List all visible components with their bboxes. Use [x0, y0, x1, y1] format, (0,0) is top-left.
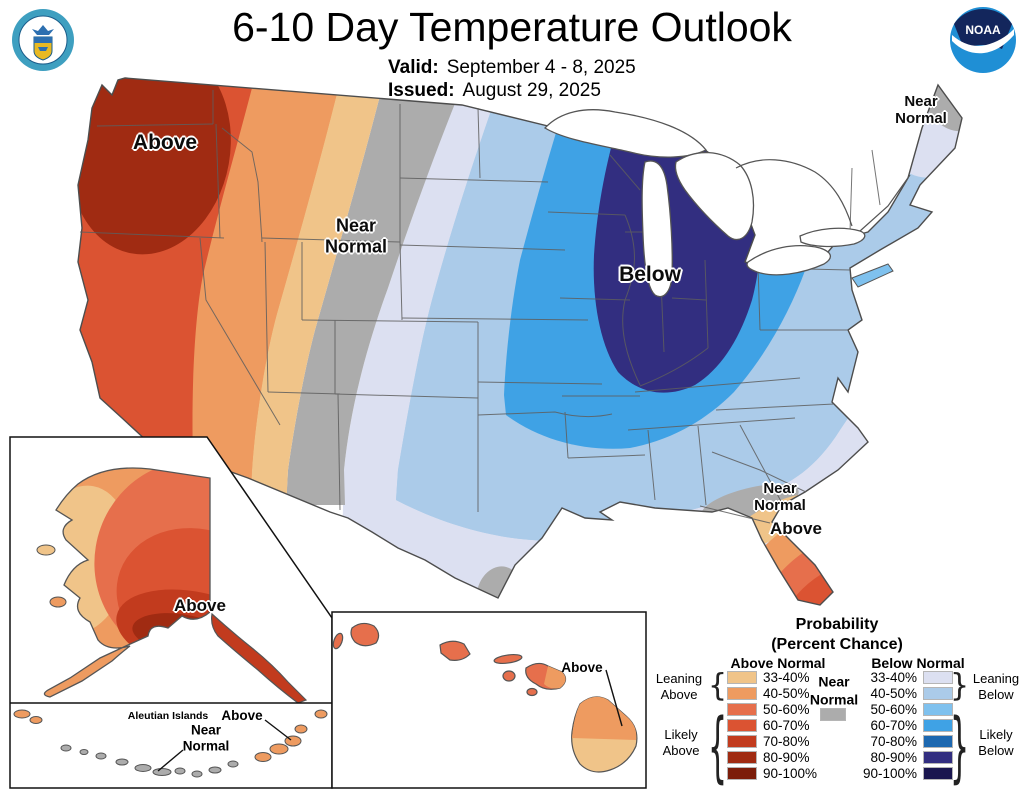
legend-row-below-90-100: 90-100%	[859, 766, 953, 781]
brace-leaning-below: }	[950, 667, 970, 704]
label-aleutian-near-normal: Near Normal	[182, 722, 230, 753]
swatch-above-50-60	[727, 702, 757, 716]
noaa-gull	[952, 29, 1014, 54]
swatch-above-60-70	[727, 718, 757, 732]
hi-oahu	[439, 640, 471, 661]
label-midwest-below: Below	[619, 262, 681, 286]
swatch-above-70-80	[727, 734, 757, 748]
hawaii-islands	[332, 622, 638, 773]
legend: Probability (Percent Chance) Above Norma…	[650, 612, 1024, 791]
hawaii-above-pointer	[605, 669, 623, 727]
canada-outline	[735, 159, 911, 232]
legend-row-below-80-90: 80-90%	[859, 750, 953, 765]
us-outline	[77, 77, 963, 606]
legend-below-header: Below Normal	[871, 655, 965, 671]
band-near-normal	[286, 78, 478, 505]
state-borders	[79, 90, 881, 524]
swatch-below-50-60	[923, 702, 953, 716]
header: 6-10 Day Temperature Outlook	[0, 4, 1024, 51]
legend-row-below-40-50: 40-50%	[859, 686, 953, 701]
legend-title-line1: Probability	[795, 616, 879, 633]
ak-island-1	[36, 544, 56, 556]
legend-row-below-60-70: 60-70%	[859, 718, 953, 733]
swatch-below-40-50	[923, 686, 953, 700]
legend-leaning-below: Leaning Below	[972, 670, 1020, 702]
brace-likely-above: {	[708, 704, 728, 791]
hi-kahoolawe	[526, 687, 538, 697]
label-plains-near-normal: Near Normal	[324, 215, 388, 256]
label-alaska-above: Above	[174, 596, 226, 616]
valid-label: Valid:	[388, 57, 439, 78]
noaa-logo-text: NOAA	[965, 23, 1001, 37]
legend-row-above-50-60: 50-60%	[727, 702, 810, 717]
hi-molokai	[493, 653, 523, 665]
legend-row-above-60-70: 60-70%	[727, 718, 810, 733]
legend-row-above-40-50: 40-50%	[727, 686, 810, 701]
lake-michigan	[641, 160, 673, 298]
page-title: 6-10 Day Temperature Outlook	[232, 4, 792, 50]
brace-likely-below: }	[950, 704, 970, 791]
alaska-panhandle	[211, 612, 308, 704]
swatch-near-normal	[820, 708, 846, 721]
brace-leaning-above: {	[708, 667, 728, 704]
swatch-below-90-100	[923, 766, 953, 780]
legend-leaning-above: Leaning Above	[655, 670, 703, 702]
aleutian-above-pointer	[264, 719, 292, 741]
legend-row-below-33-40: 33-40%	[859, 670, 953, 685]
issued-value: August 29, 2025	[462, 80, 601, 101]
noaa-logo: NOAA	[950, 7, 1016, 73]
label-florida-above: Above	[770, 519, 822, 539]
hi-maui-east	[544, 666, 566, 689]
legend-title-line2: (Percent Chance)	[771, 636, 903, 653]
hi-big-island-north	[572, 696, 637, 740]
label-hawaii-above: Above	[561, 660, 603, 676]
lake-huron	[674, 151, 755, 241]
ak-island-2	[49, 596, 67, 608]
swatch-below-60-70	[923, 718, 953, 732]
swatch-above-40-50	[727, 686, 757, 700]
label-northeast-near-normal: Near Normal	[895, 92, 947, 127]
valid-line: Valid: September 4 - 8, 2025	[388, 57, 636, 79]
label-florida-near-normal: Near Normal	[754, 479, 806, 514]
label-northwest-above: Above	[132, 130, 198, 154]
aleutian-near-pointer	[157, 749, 184, 772]
noaa-logo-top	[954, 9, 1012, 49]
swatch-above-80-90	[727, 750, 757, 764]
swatch-above-33-40	[727, 670, 757, 684]
label-aleutian-islands: Aleutian Islands	[127, 709, 209, 722]
legend-row-below-50-60: 50-60%	[859, 702, 953, 717]
lake-erie	[746, 245, 831, 276]
legend-row-above-90-100: 90-100%	[727, 766, 817, 781]
legend-above-header: Above Normal	[730, 655, 826, 671]
swatch-below-70-80	[923, 734, 953, 748]
legend-row-above-70-80: 70-80%	[727, 734, 810, 749]
legend-row-above-33-40: 33-40%	[727, 670, 810, 685]
aleutian-islands-group	[13, 709, 328, 778]
lake-ontario	[799, 227, 866, 248]
legend-row-below-70-80: 70-80%	[859, 734, 953, 749]
swatch-below-80-90	[923, 750, 953, 764]
long-island	[851, 263, 894, 288]
commerce-eagle	[32, 25, 54, 35]
issued-label: Issued:	[388, 80, 455, 101]
great-lakes	[543, 109, 866, 298]
legend-row-above-80-90: 80-90%	[727, 750, 810, 765]
swatch-above-90-100	[727, 766, 757, 780]
legend-likely-above: Likely Above	[662, 726, 700, 758]
lake-superior	[543, 109, 708, 158]
hi-lanai	[502, 670, 516, 682]
alaska-outline	[43, 467, 211, 698]
commerce-seal-logo: DEPARTMENT OF COMMERCE - UNITED STATES O…	[12, 9, 74, 71]
hi-kauai	[350, 622, 380, 647]
legend-likely-below: Likely Below	[978, 726, 1014, 758]
legend-near-normal-label: Near Normal	[809, 673, 859, 708]
label-aleutian-above: Above	[221, 708, 263, 724]
issued-line: Issued: August 29, 2025	[388, 80, 601, 102]
valid-value: September 4 - 8, 2025	[446, 57, 636, 78]
hi-niihau	[332, 632, 344, 650]
swatch-below-33-40	[923, 670, 953, 684]
